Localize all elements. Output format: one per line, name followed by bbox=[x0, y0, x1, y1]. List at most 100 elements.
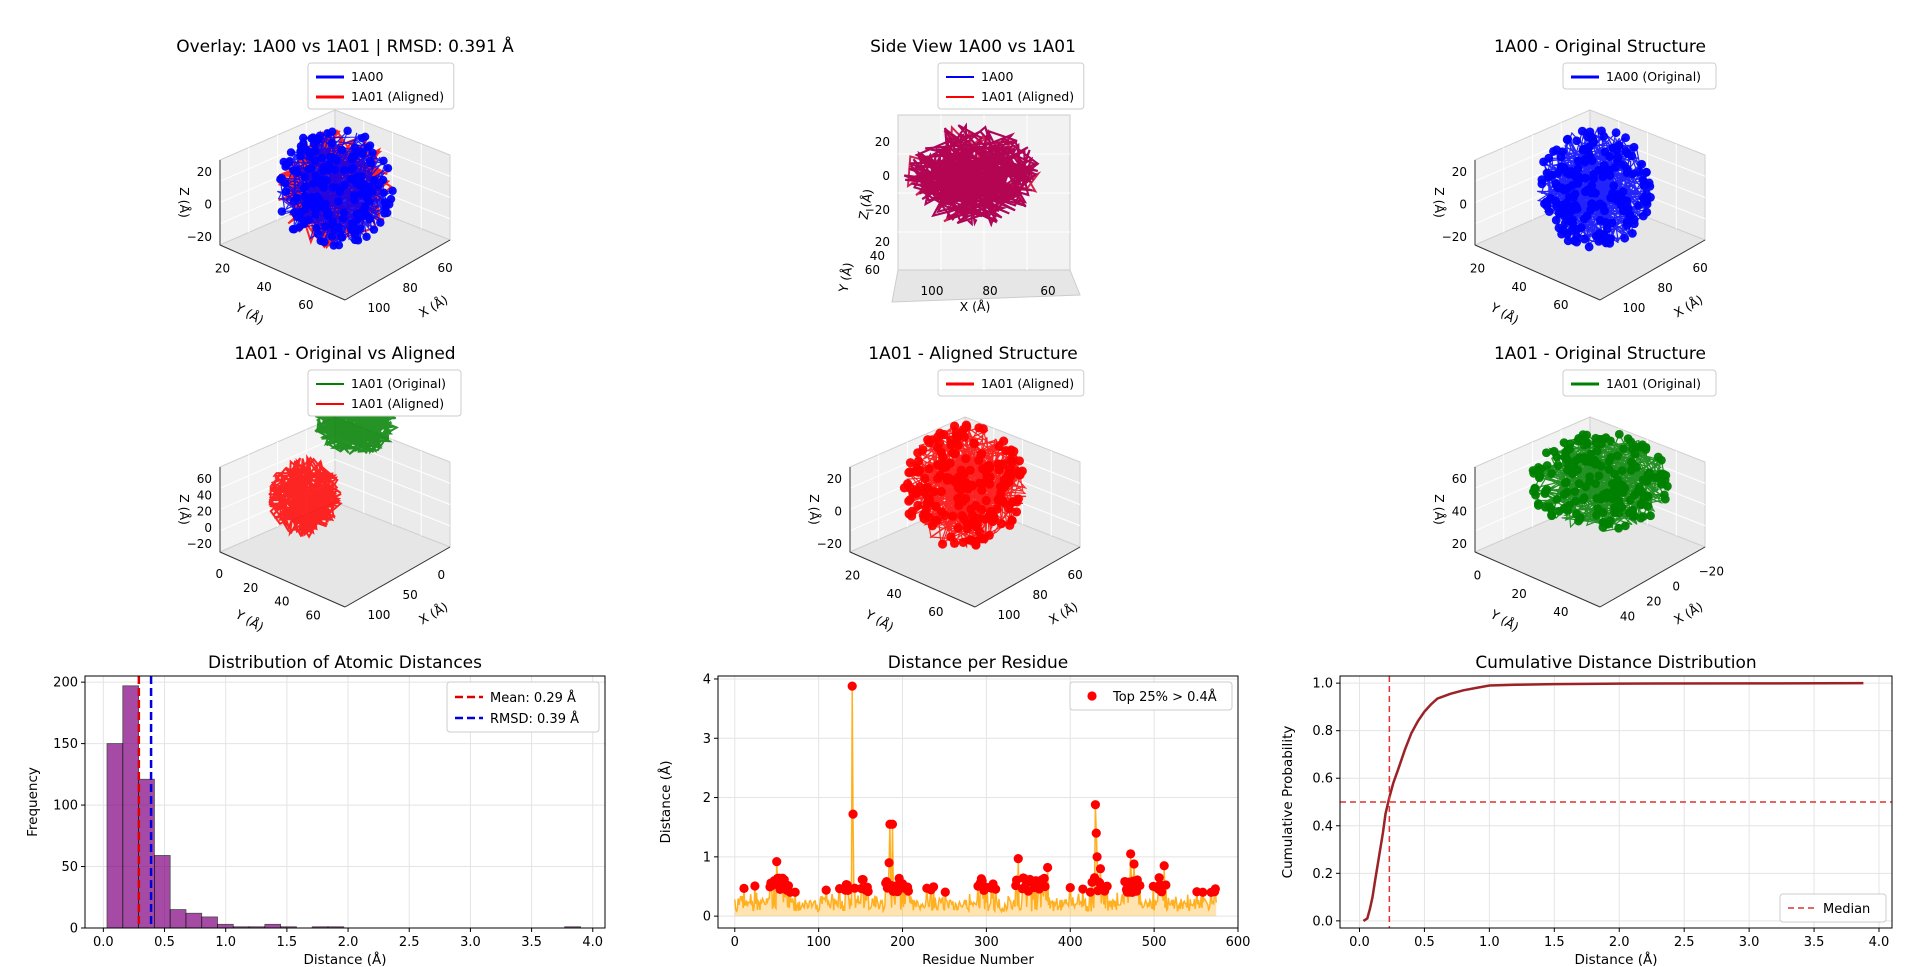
z-axis-label: Z (Å) bbox=[177, 494, 192, 525]
x-tick-label: 100 bbox=[368, 608, 391, 622]
y-tick-label: 40 bbox=[1512, 280, 1527, 294]
high-distance-point bbox=[1092, 852, 1102, 862]
distance-histogram-chart: 0.0 0.5 1.0 1.5 2.0 2.5 3.0 3.5 4.0 0 50 100 150 200 D… bbox=[25, 653, 606, 967]
aligned-title: 1A01 - Aligned Structure bbox=[868, 344, 1078, 364]
high-distance-point bbox=[790, 887, 800, 897]
x-axis-label: Residue Number bbox=[922, 952, 1034, 967]
legend-frame bbox=[937, 369, 1085, 397]
y-tick-label: 40 bbox=[887, 587, 902, 601]
high-distance-point bbox=[863, 886, 873, 897]
original-structure bbox=[314, 394, 399, 455]
x-tick-label: 60 bbox=[1040, 284, 1055, 298]
y-axis-label: Frequency bbox=[25, 767, 41, 837]
histogram-bar bbox=[185, 912, 203, 929]
high-distance-point bbox=[903, 886, 913, 896]
x-tick-label: 2.0 bbox=[338, 935, 359, 950]
aligned-structure bbox=[268, 454, 343, 539]
x-tick-label: 4.0 bbox=[1869, 935, 1890, 950]
histogram-bar bbox=[169, 909, 187, 929]
high-distance-point bbox=[739, 883, 749, 893]
x-tick-label: 100 bbox=[998, 608, 1021, 622]
cumulative-distance-chart: 0.0 0.5 1.0 1.5 2.0 2.5 3.0 3.5 4.0 0.0 0.2 0.4 0.6 0… bbox=[1280, 653, 1893, 967]
z-tick-label: 20 bbox=[197, 505, 212, 519]
orig-vs-aligned-title: 1A01 - Original vs Aligned bbox=[234, 344, 456, 364]
high-distance-point bbox=[1039, 873, 1049, 883]
y-tick-label: 4 bbox=[703, 672, 711, 687]
y-tick-label: 60 bbox=[1553, 298, 1568, 312]
z-tick-label: −20 bbox=[187, 230, 212, 244]
high-distance-point bbox=[1085, 887, 1095, 897]
high-distance-point bbox=[848, 809, 858, 819]
histogram-bar bbox=[106, 743, 124, 929]
z-tick-label: 20 bbox=[875, 135, 890, 149]
high-distance-point bbox=[1065, 883, 1075, 893]
x-axis-label: X (Å) bbox=[416, 599, 450, 627]
legend: 1A00 1A01 (Aligned) bbox=[307, 62, 455, 110]
atom-marker bbox=[1584, 242, 1594, 252]
z-tick-label: 20 bbox=[1452, 537, 1467, 551]
y-axis-label: Distance (Å) bbox=[657, 760, 674, 843]
z-tick-label: 0 bbox=[882, 169, 890, 183]
legend-frame bbox=[1562, 62, 1717, 90]
x-tick-label: 100 bbox=[368, 301, 391, 315]
x-axis-label: Distance (Å) bbox=[303, 951, 386, 967]
legend: 1A01 (Aligned) bbox=[937, 369, 1085, 397]
high-distance-point bbox=[772, 856, 782, 867]
x-axis-line bbox=[1599, 546, 1706, 608]
y-axis-label: Y (Å) bbox=[835, 261, 855, 294]
y-axis-label: Y (Å) bbox=[1487, 299, 1521, 327]
y-tick-label: 60 bbox=[928, 605, 943, 619]
x-tick-label: 60 bbox=[438, 261, 453, 275]
legend: 1A00 (Original) bbox=[1562, 62, 1717, 90]
histogram-bar bbox=[264, 923, 282, 929]
backbone-trace bbox=[902, 423, 1028, 548]
high-distance-point bbox=[1102, 881, 1112, 891]
x-axis-label: X (Å) bbox=[416, 292, 450, 320]
floor bbox=[891, 269, 1081, 303]
legend-frame bbox=[307, 369, 462, 417]
high-distance-point bbox=[750, 881, 760, 891]
z-tick-label: 0 bbox=[1459, 198, 1467, 212]
y-tick-label: 1.0 bbox=[1312, 677, 1333, 692]
legend-frame bbox=[1562, 369, 1717, 397]
high-distance-point bbox=[1091, 828, 1101, 838]
z-axis-label: Z (Å) bbox=[856, 188, 876, 221]
plot-frame bbox=[717, 675, 1239, 929]
y-tick-label: 200 bbox=[53, 676, 78, 691]
legend: 1A01 (Original) 1A01 (Aligned) bbox=[307, 369, 462, 417]
x-tick-label: 60 bbox=[1068, 568, 1083, 582]
high-distance-point bbox=[1157, 887, 1167, 897]
z-tick-label: 60 bbox=[197, 472, 212, 486]
high-distance-point bbox=[1040, 881, 1050, 892]
y-tick-label: 40 bbox=[274, 595, 289, 609]
backbone-trace bbox=[314, 394, 399, 455]
x-tick-label: 3.0 bbox=[460, 935, 481, 950]
x-tick-label: 20 bbox=[1646, 595, 1661, 609]
chart-title: Distribution of Atomic Distances bbox=[208, 653, 482, 673]
high-distance-point bbox=[1135, 880, 1145, 891]
z-tick-label: 0 bbox=[204, 521, 212, 535]
high-distance-point bbox=[940, 887, 950, 897]
y-axis-line bbox=[1474, 244, 1601, 301]
chart-title: Cumulative Distance Distribution bbox=[1475, 653, 1756, 673]
high-distance-point bbox=[1126, 849, 1136, 859]
z-axis-label: Z (Å) bbox=[177, 187, 192, 218]
legend-label: RMSD: 0.39 Å bbox=[490, 711, 579, 727]
z-tick-label: 40 bbox=[1452, 505, 1467, 519]
y-tick-label: 2 bbox=[703, 791, 711, 806]
x-tick-label: 100 bbox=[921, 284, 944, 298]
x-tick-label: 0.5 bbox=[154, 935, 175, 950]
y-tick-label: 20 bbox=[243, 581, 258, 595]
x-tick-label: 80 bbox=[1658, 281, 1673, 295]
y-axis-label: Y (Å) bbox=[1487, 606, 1521, 634]
legend-label: 1A01 (Aligned) bbox=[351, 396, 444, 411]
side-view-title: Side View 1A00 vs 1A01 bbox=[870, 37, 1076, 57]
y-axis-label: Cumulative Probability bbox=[1280, 726, 1296, 879]
legend-label: 1A01 (Aligned) bbox=[981, 89, 1074, 104]
y-tick-label: 0.0 bbox=[1312, 914, 1333, 929]
high-distance-point bbox=[1095, 864, 1106, 874]
high-distance-point bbox=[991, 884, 1001, 894]
y-tick-label: 20 bbox=[215, 262, 230, 276]
legend-label: 1A01 (Aligned) bbox=[351, 89, 444, 104]
high-distance-point bbox=[887, 819, 898, 829]
